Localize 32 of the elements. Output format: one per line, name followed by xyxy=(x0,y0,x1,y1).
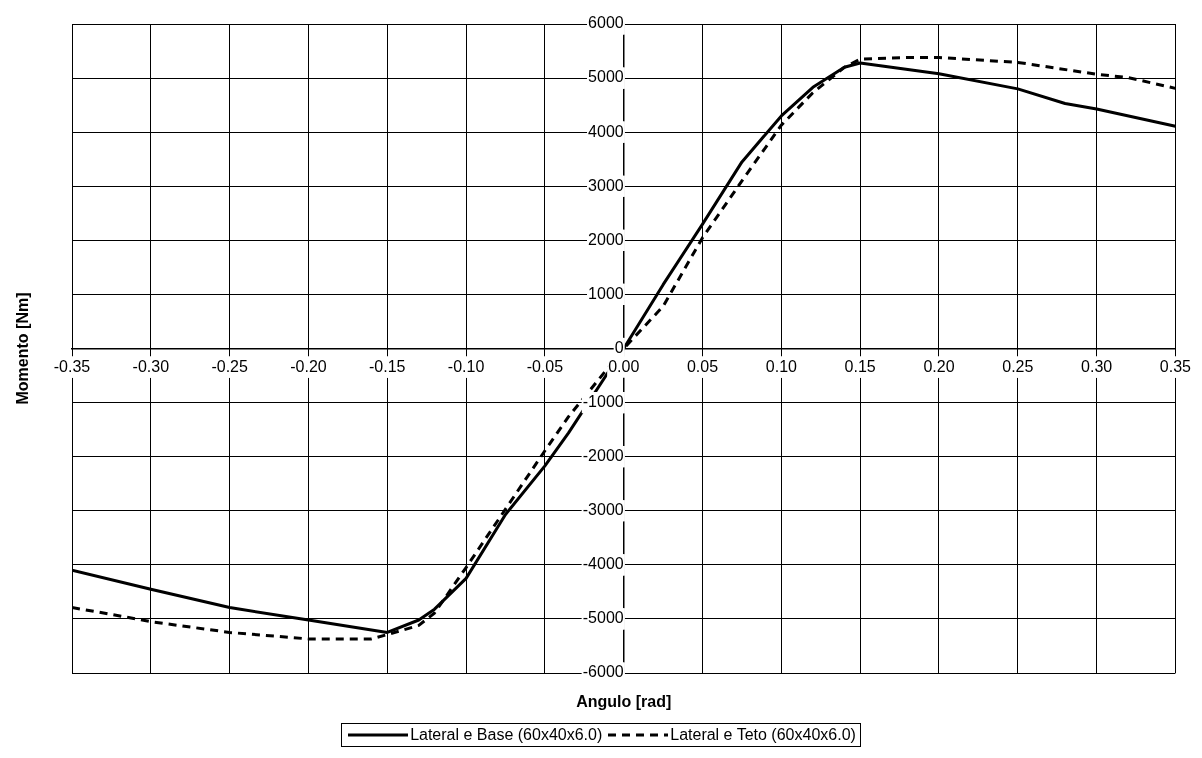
y-tick-label: -2000 xyxy=(582,447,624,465)
x-tick-label: 0.05 xyxy=(686,357,719,375)
x-tick-label: 0.30 xyxy=(1081,357,1113,375)
y-tick-label: -1000 xyxy=(582,392,624,410)
x-tick-label: 0.00 xyxy=(608,357,640,375)
x-tick-label: -0.15 xyxy=(369,357,406,375)
x-tick-label: -0.20 xyxy=(290,357,327,375)
y-tick-label: 3000 xyxy=(588,176,624,194)
y-tick-label: -3000 xyxy=(582,501,624,519)
y-tick-label: 1000 xyxy=(588,284,624,302)
y-axis-title: Momento [Nm] xyxy=(14,292,32,405)
y-tick-label: -6000 xyxy=(582,663,624,681)
x-tick-label: 0.25 xyxy=(1002,357,1034,375)
y-tick-label: 0 xyxy=(614,338,624,356)
y-tick-label: -5000 xyxy=(582,609,624,627)
x-axis-title: Angulo [rad] xyxy=(576,693,672,711)
x-tick-label: -0.25 xyxy=(211,357,248,375)
x-tick-label: 0.15 xyxy=(844,357,876,375)
y-tick-label: 6000 xyxy=(588,14,624,32)
x-tick-label: 0.10 xyxy=(765,357,798,375)
y-tick-label: -4000 xyxy=(582,555,624,573)
legend-label: Lateral e Teto (60x40x6.0) xyxy=(670,726,856,744)
y-tick-label: 4000 xyxy=(588,122,624,140)
y-tick-label: 2000 xyxy=(588,230,624,248)
x-tick-label: -0.10 xyxy=(447,357,485,375)
x-tick-label: 0.20 xyxy=(923,357,955,375)
x-tick-label: -0.35 xyxy=(53,357,91,375)
x-tick-label: 0.35 xyxy=(1159,357,1192,375)
legend-label: Lateral e Base (60x40x6.0) xyxy=(410,726,603,744)
x-tick-label: -0.05 xyxy=(526,357,564,375)
y-tick-label: 5000 xyxy=(588,68,624,86)
x-tick-label: -0.30 xyxy=(132,357,170,375)
